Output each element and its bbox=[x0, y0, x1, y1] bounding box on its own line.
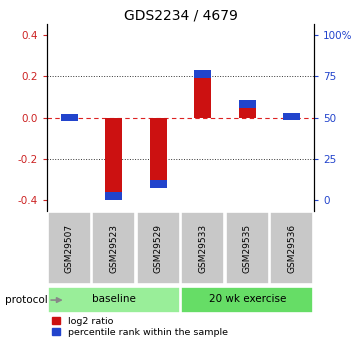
Title: GDS2234 / 4679: GDS2234 / 4679 bbox=[123, 9, 238, 23]
Bar bbox=[105, 118, 122, 196]
FancyBboxPatch shape bbox=[92, 213, 135, 284]
Bar bbox=[283, 117, 300, 118]
Text: GSM29529: GSM29529 bbox=[154, 224, 163, 273]
Text: GSM29507: GSM29507 bbox=[65, 224, 74, 273]
FancyBboxPatch shape bbox=[181, 213, 224, 284]
FancyBboxPatch shape bbox=[48, 287, 180, 313]
Legend: log2 ratio, percentile rank within the sample: log2 ratio, percentile rank within the s… bbox=[52, 317, 228, 337]
FancyBboxPatch shape bbox=[137, 213, 180, 284]
Bar bbox=[61, 114, 78, 121]
Bar bbox=[195, 74, 211, 118]
Text: GSM29535: GSM29535 bbox=[243, 224, 252, 273]
Text: GSM29523: GSM29523 bbox=[109, 224, 118, 273]
Bar bbox=[105, 193, 122, 200]
Text: GSM29536: GSM29536 bbox=[287, 224, 296, 273]
FancyBboxPatch shape bbox=[48, 213, 91, 284]
Text: protocol: protocol bbox=[5, 295, 47, 305]
Bar bbox=[239, 104, 256, 118]
Bar bbox=[150, 118, 166, 184]
Text: 20 wk exercise: 20 wk exercise bbox=[209, 295, 286, 305]
Text: baseline: baseline bbox=[92, 295, 136, 305]
FancyBboxPatch shape bbox=[270, 213, 313, 284]
Bar bbox=[195, 70, 211, 78]
FancyBboxPatch shape bbox=[226, 213, 269, 284]
Bar bbox=[239, 100, 256, 108]
Bar bbox=[283, 112, 300, 120]
Bar bbox=[150, 180, 166, 188]
FancyBboxPatch shape bbox=[181, 287, 313, 313]
Text: GSM29533: GSM29533 bbox=[198, 224, 207, 273]
